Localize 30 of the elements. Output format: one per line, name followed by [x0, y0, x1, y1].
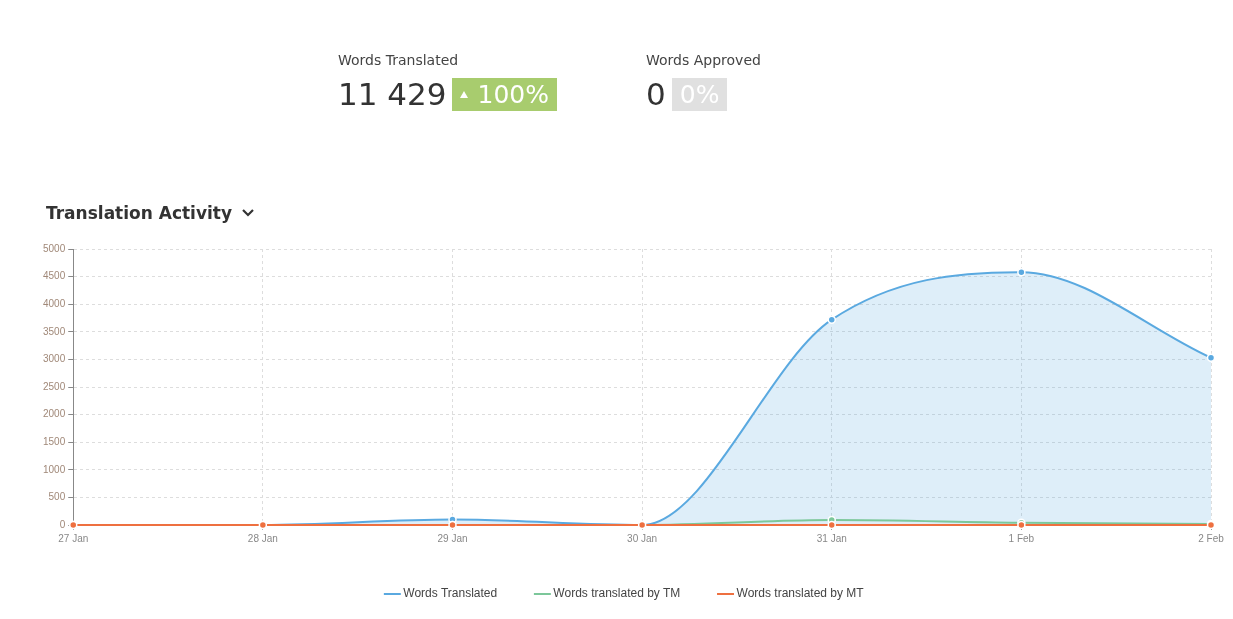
- text: Words Approved: [646, 52, 761, 68]
- y-tick-label: 2500: [43, 380, 66, 392]
- y-tick-label: 2000: [43, 408, 66, 420]
- text: 0: [646, 76, 666, 112]
- point: [827, 315, 836, 324]
- x-tick-label: 27 Jan: [58, 532, 89, 544]
- chart-title: Translation Activity: [46, 203, 233, 223]
- y-tick-label: 5000: [43, 242, 66, 254]
- legend-label: Words Translated: [403, 586, 498, 601]
- y-tick-label: 500: [48, 491, 66, 503]
- x-tick-label: 31 Jan: [816, 532, 847, 544]
- legend-label: Words translated by TM: [553, 586, 681, 601]
- x-tick-label: 1 Feb: [1008, 532, 1035, 544]
- text: 11 429: [338, 76, 447, 112]
- text: 100%: [477, 79, 549, 109]
- x-tick-label: 28 Jan: [247, 532, 278, 544]
- x-tick-label: 29 Jan: [437, 532, 468, 544]
- y-tick-label: 4500: [43, 270, 66, 282]
- y-tick-label: 1500: [43, 435, 66, 447]
- x-tick-label: 30 Jan: [627, 532, 658, 544]
- y-tick-label: 4000: [43, 297, 66, 309]
- y-tick-label: 3000: [43, 353, 66, 365]
- y-tick-label: 3500: [43, 325, 66, 337]
- x-tick-label: 2 Feb: [1198, 532, 1225, 544]
- point: [827, 520, 836, 530]
- text: Words Translated: [338, 52, 460, 68]
- y-tick-label: 1000: [43, 463, 66, 475]
- legend-label: Words translated by MT: [736, 586, 865, 601]
- point: [1017, 267, 1026, 277]
- y-tick-label: 0: [59, 518, 66, 530]
